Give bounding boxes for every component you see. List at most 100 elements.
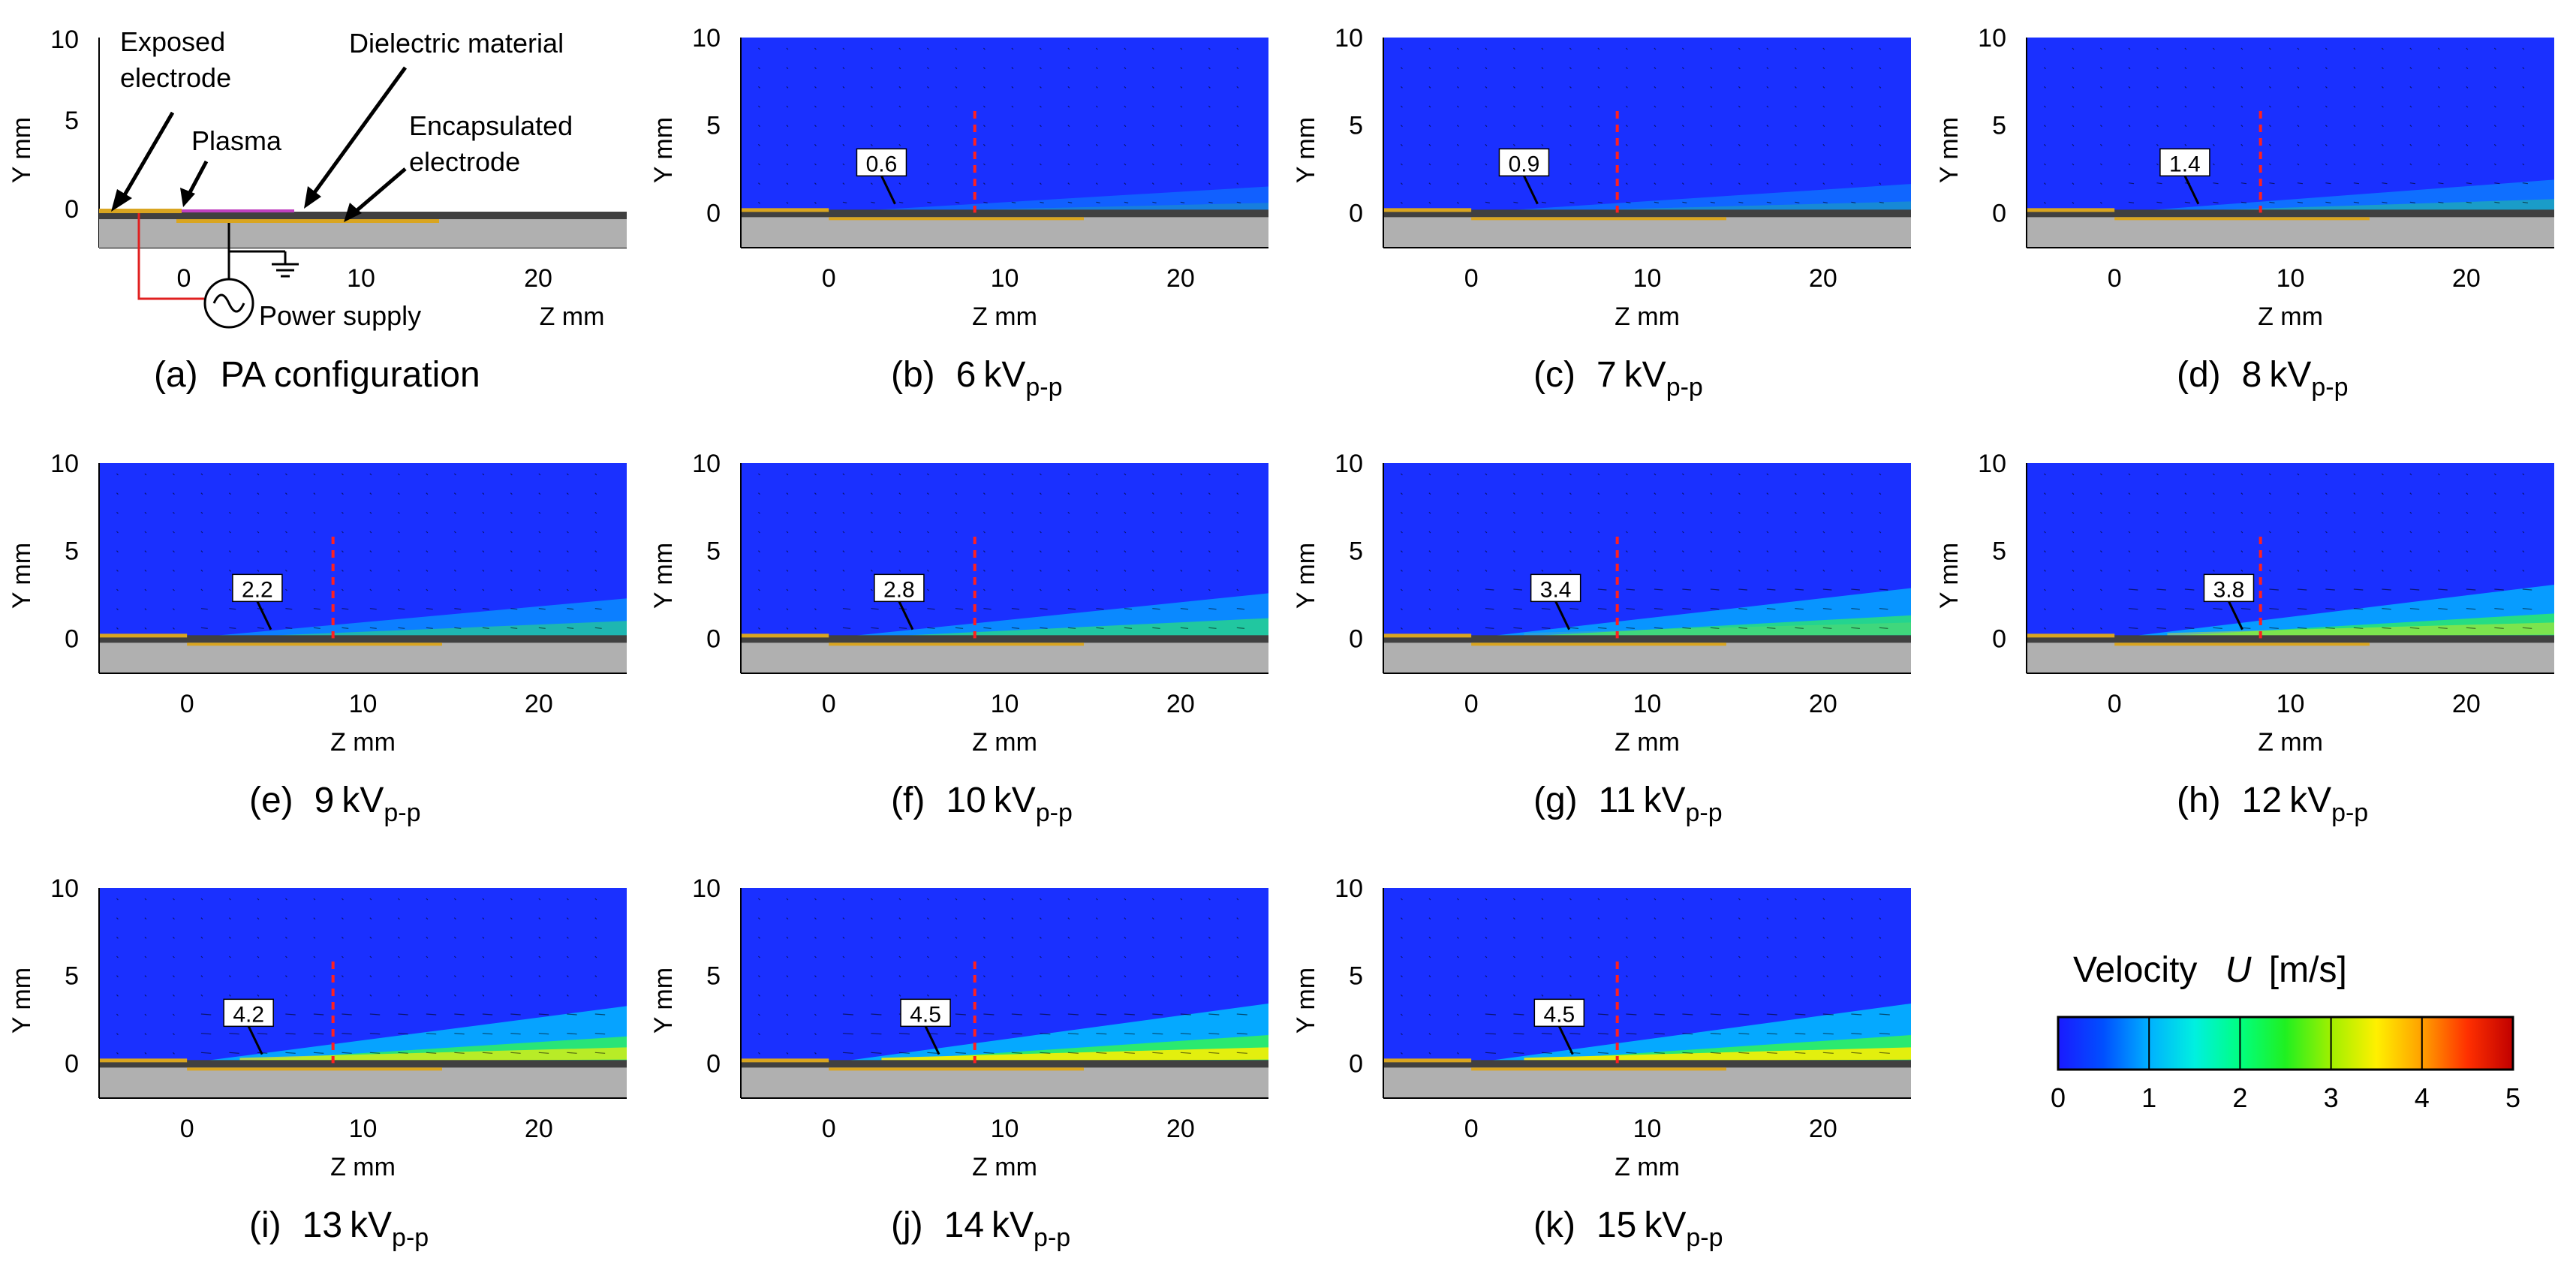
velocity-vector: [594, 898, 597, 901]
velocity-vector: [2325, 86, 2328, 89]
velocity-vector: [898, 936, 901, 939]
velocity-vector: [144, 569, 147, 572]
velocity-vector: [983, 67, 986, 70]
velocity-vector: [2381, 47, 2384, 50]
caption-id: (i): [249, 1205, 281, 1245]
velocity-vector: [1512, 550, 1515, 553]
velocity-vector: [1738, 955, 1741, 958]
velocity-vector: [1512, 182, 1515, 185]
velocity-vector: [228, 994, 231, 997]
velocity-vector: [1681, 163, 1684, 166]
velocity-vector: [257, 569, 260, 572]
velocity-vector: [1541, 473, 1544, 476]
velocity-vector: [1011, 588, 1014, 591]
velocity-vector: [1654, 473, 1657, 476]
velocity-vector: [1208, 163, 1211, 166]
velocity-vector: [510, 531, 513, 534]
velocity-vector: [1180, 67, 1183, 70]
velocity-vector: [2353, 67, 2356, 70]
velocity-vector: [1569, 492, 1572, 495]
velocity-vector: [1766, 201, 1771, 203]
velocity-vector: [313, 627, 320, 629]
velocity-vector: [200, 975, 203, 978]
velocity-vector: [955, 1052, 966, 1054]
velocity-vector: [2325, 67, 2328, 70]
velocity-vector: [1710, 531, 1713, 534]
velocity-vector: [983, 105, 986, 108]
velocity-vector: [1569, 182, 1572, 185]
velocity-vector: [1710, 86, 1713, 89]
velocity-vector: [1681, 975, 1684, 978]
velocity-vector: [2493, 105, 2496, 108]
velocity-vector: [2522, 182, 2529, 185]
dielectric-layer: [741, 1060, 1268, 1068]
velocity-vector: [1096, 1052, 1107, 1054]
velocity-vector: [1879, 569, 1882, 572]
velocity-vector: [1401, 608, 1403, 611]
velocity-vector: [898, 86, 901, 89]
velocity-vector: [1879, 182, 1882, 185]
panel-caption: (g) 11 kVp-p: [1533, 781, 1723, 827]
velocity-vector: [926, 105, 929, 108]
velocity-vector: [2072, 125, 2075, 128]
velocity-vector: [1180, 511, 1183, 514]
velocity-vector: [2493, 125, 2496, 128]
velocity-vector: [1208, 47, 1211, 50]
velocity-vector: [341, 994, 344, 997]
velocity-vector: [1485, 473, 1488, 476]
velocity-vector: [2382, 588, 2391, 591]
velocity-vector: [172, 975, 175, 978]
velocity-vector: [1039, 994, 1042, 997]
velocity-vector: [1654, 588, 1663, 591]
x-tick-label: 10: [349, 690, 378, 718]
velocity-vector: [1597, 182, 1600, 185]
velocity-vector: [1208, 975, 1211, 978]
velocity-vector: [1879, 627, 1888, 629]
y-tick-5: 5: [65, 107, 79, 135]
velocity-vector: [1428, 936, 1431, 939]
velocity-vector: [2325, 569, 2328, 572]
velocity-vector: [870, 955, 873, 958]
velocity-vector: [786, 917, 789, 920]
velocity-vector: [814, 588, 817, 591]
velocity-vector: [257, 955, 260, 958]
velocity-vector: [1456, 975, 1459, 978]
velocity-vector: [200, 917, 203, 920]
velocity-vector: [1485, 182, 1488, 185]
encapsulated-electrode: [2114, 217, 2370, 221]
velocity-vector: [1682, 1052, 1693, 1054]
velocity-vector: [1180, 105, 1183, 108]
velocity-vector: [814, 163, 817, 166]
velocity-vector: [786, 608, 789, 611]
velocity-vector: [1456, 936, 1459, 939]
velocity-vector: [1738, 1013, 1750, 1016]
caption-subscript: p-p: [1036, 799, 1073, 827]
velocity-vector: [2353, 550, 2356, 553]
velocity-vector: [1208, 917, 1211, 920]
velocity-vector: [1513, 201, 1518, 203]
panel-caption: (k) 15 kVp-p: [1533, 1205, 1723, 1252]
velocity-vector: [144, 627, 147, 630]
velocity-vector: [144, 994, 147, 997]
y-axis-label: Y mm: [1292, 117, 1320, 183]
velocity-vector: [2409, 67, 2412, 70]
velocity-vector: [510, 975, 513, 978]
velocity-vector: [2099, 86, 2102, 89]
velocity-vector: [313, 955, 316, 958]
velocity-vector: [1626, 588, 1635, 591]
velocity-vector: [1401, 1052, 1403, 1055]
velocity-vector: [1208, 143, 1211, 146]
velocity-vector: [2382, 182, 2388, 185]
velocity-vector: [2437, 86, 2440, 89]
velocity-vector: [2466, 588, 2476, 591]
velocity-vector: [1124, 1013, 1135, 1016]
max-velocity-leader: [898, 600, 914, 630]
velocity-vector: [1850, 143, 1853, 146]
velocity-vector: [116, 975, 119, 978]
velocity-vector: [257, 492, 260, 495]
velocity-vector: [983, 627, 992, 629]
velocity-vector: [116, 550, 119, 553]
velocity-vector: [2156, 182, 2162, 185]
velocity-vector: [2325, 531, 2328, 534]
max-velocity-leader: [256, 600, 272, 630]
